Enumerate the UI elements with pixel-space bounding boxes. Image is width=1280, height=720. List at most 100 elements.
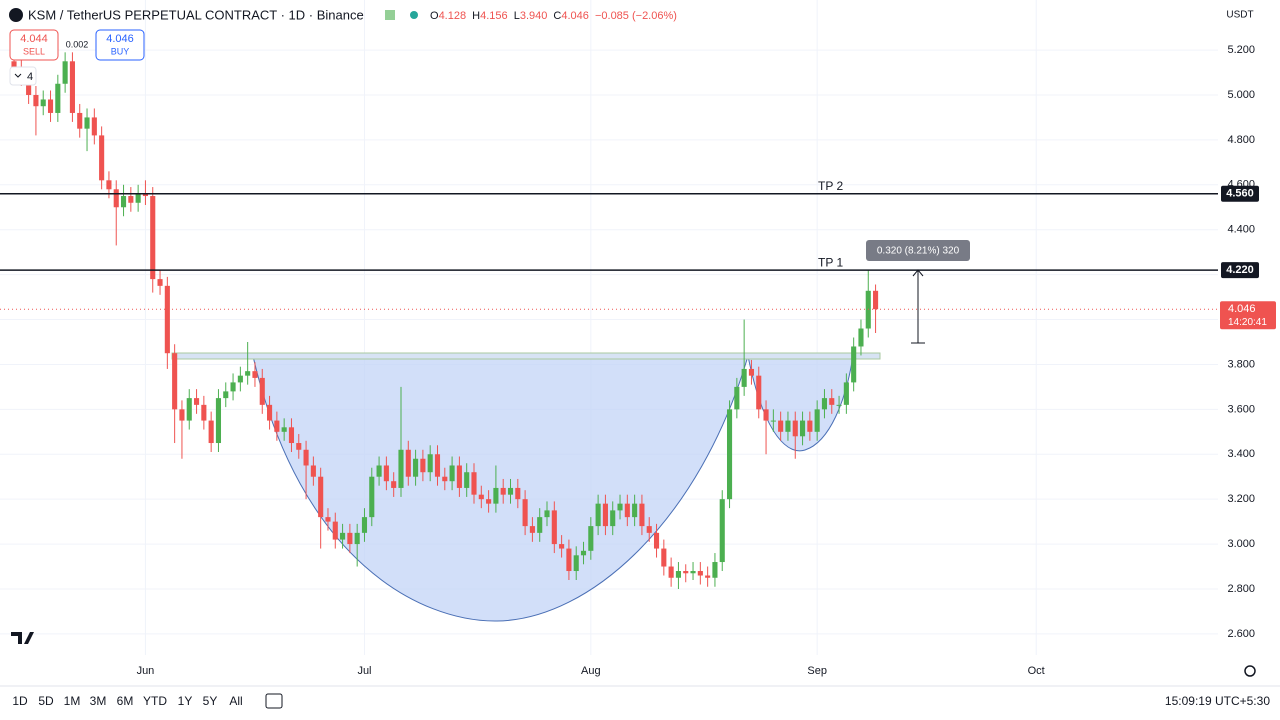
candle-body [741,368,747,387]
candle-body [398,449,404,488]
last-price-label: 4.046 [1228,303,1256,315]
candle-body [843,382,849,405]
candle-body [186,398,192,421]
candle-body [595,503,601,527]
candle-body [274,420,280,432]
range-button[interactable]: 5D [38,694,54,708]
candle-body [383,465,389,482]
candle-body [537,517,543,533]
toolbar: 1D 5D 1M 3M 6M YTD 1Y 5Y All [12,694,242,708]
candle-body [522,499,528,527]
candle-body [208,420,214,444]
candle-body [807,420,813,432]
candle-body [172,353,178,410]
candle-body [675,571,681,578]
y-tick-label: 3.600 [1227,403,1255,415]
price-tag-label: 4.560 [1226,188,1254,200]
candle-body [566,548,572,572]
candle-body [128,196,134,203]
countdown: 14:20:41 [1228,317,1267,328]
candle-body [303,449,309,466]
candle-body [84,117,90,129]
candle-body [712,562,718,578]
indicator-count: 4 [27,71,33,83]
candle-body [376,465,382,477]
market-dot [410,11,418,19]
y-tick-label: 3.400 [1227,448,1255,460]
candle-body [405,449,411,477]
candle-body [113,189,119,208]
levels: TP 2 4.560 TP 1 4.220 4.046 14:20:41 [0,179,1276,330]
range-button[interactable]: 6M [117,694,134,708]
status-icon [385,10,395,20]
candle-body [99,135,105,181]
candle-body [427,454,433,473]
change: −0.085 (−2.06%) [595,10,677,22]
candle-body [106,180,112,190]
candle-body [267,404,273,421]
y-tick-label: 3.200 [1227,493,1255,505]
candle-body [230,382,236,392]
candle-body [281,427,287,432]
currency[interactable]: USDT [1226,10,1253,21]
y-tick-label: 3.800 [1227,358,1255,370]
level-name: TP 2 [818,179,843,193]
candle-body [413,458,419,477]
settings-icon[interactable] [1244,665,1256,677]
indicator-toggle[interactable] [9,66,37,86]
candle-body [763,409,769,421]
x-tick-label: Jul [357,665,371,677]
x-tick-label: Sep [807,665,827,677]
symbol[interactable]: KSM / TetherUS PERPETUAL CONTRACT · 1D ·… [28,7,364,22]
chevron [14,73,22,78]
candle-body [164,285,170,354]
candle-body [420,458,426,473]
candle-body [77,112,83,129]
candle-body [544,510,550,518]
candle-body [719,499,725,563]
candle-body [340,532,346,540]
candle-body [683,571,689,574]
buy-button[interactable] [95,29,145,61]
candle-body [559,544,565,549]
range-button[interactable]: All [229,694,242,708]
ohlc-key: C [553,10,561,22]
candle-body [69,61,75,113]
candle-body [610,510,616,527]
candle-body [259,377,265,405]
date-range-icon[interactable] [265,693,283,709]
candle-body [814,409,820,432]
candle-body [785,420,791,432]
measure-box [866,240,970,261]
range-button[interactable]: 1Y [178,694,193,708]
candle-body [821,398,828,410]
range-button[interactable]: 3M [90,694,107,708]
candle-body [668,566,674,578]
range-button[interactable]: 5Y [203,694,218,708]
sell-button[interactable] [9,29,59,61]
candle-body [33,94,39,107]
ohlc-key: L [514,10,520,22]
candle-body [318,476,324,518]
ohlc-value: 4.128 [439,10,467,22]
candle-body [551,510,557,545]
candle-body [624,503,630,518]
range-button[interactable]: 1D [12,694,28,708]
candle-body [434,454,441,477]
candle-body [332,521,338,540]
candle-body [442,476,448,482]
candle-body [456,465,462,488]
candle-body [142,193,148,197]
range-button[interactable]: YTD [143,694,167,708]
candle-body [354,532,360,545]
candle-body [632,503,638,518]
candle-body [325,517,331,522]
range-button[interactable]: 1M [64,694,81,708]
cup [252,355,749,622]
rim [171,352,881,360]
candle-body [310,465,316,477]
candle-body [449,465,455,482]
sell-label: SELL [23,46,45,56]
candle-body [201,404,207,421]
price-tag [1221,262,1259,279]
